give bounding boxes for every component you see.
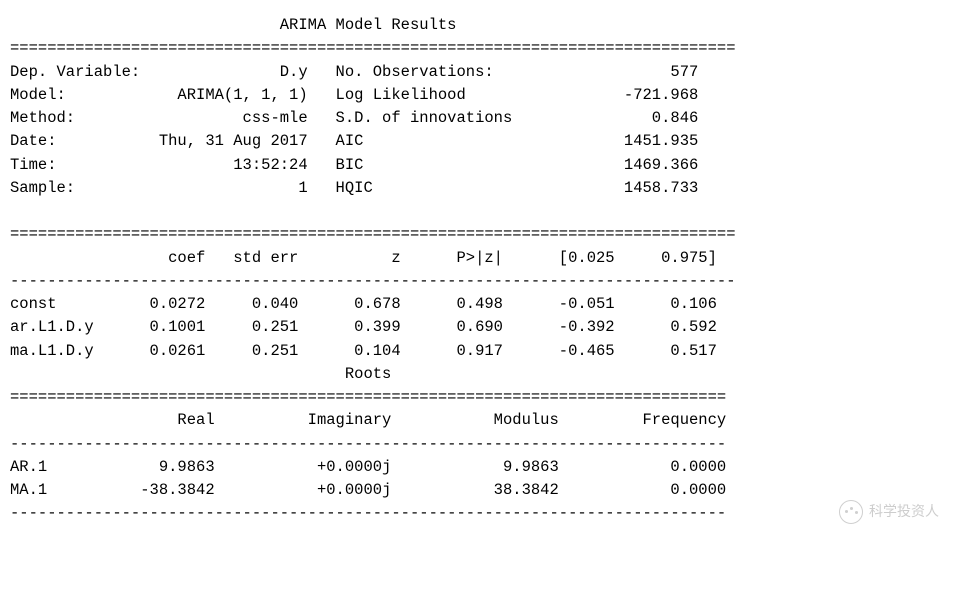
arima-results-text: ARIMA Model Results ====================…: [10, 14, 957, 526]
wechat-icon: [839, 500, 863, 524]
watermark: 科学投资人: [839, 500, 939, 524]
watermark-text: 科学投资人: [869, 501, 939, 522]
